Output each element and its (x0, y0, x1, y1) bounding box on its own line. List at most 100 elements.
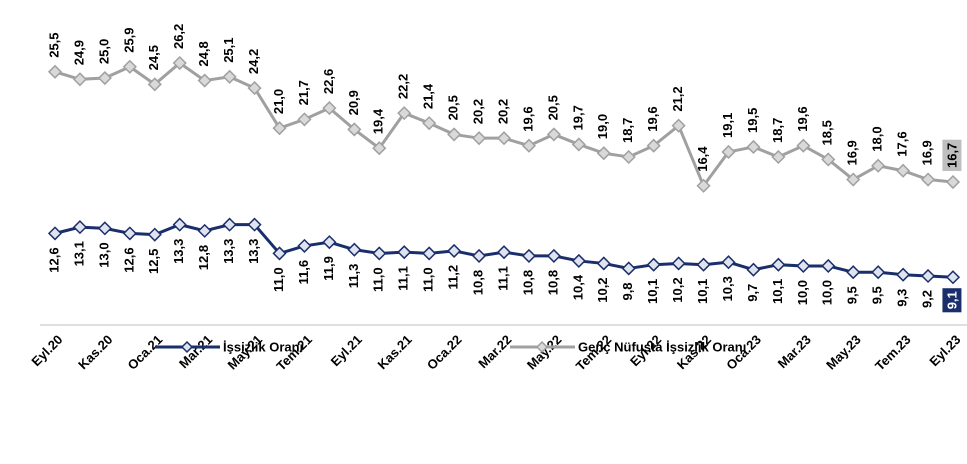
value-label-group: 25,9 (121, 27, 136, 52)
value-label: 9,5 (845, 286, 860, 304)
marker (696, 178, 711, 193)
value-label: 9,2 (919, 290, 934, 308)
value-label: 19,1 (720, 113, 735, 138)
marker (172, 55, 187, 71)
value-label: 25,0 (96, 39, 111, 64)
marker (247, 81, 262, 96)
marker (47, 64, 63, 79)
value-label: 9,3 (895, 289, 910, 307)
marker (122, 59, 137, 74)
value-label: 21,4 (421, 83, 436, 109)
value-label-group: 12,5 (146, 249, 161, 274)
value-label: 10,8 (470, 270, 485, 295)
value-label: 20,5 (446, 95, 461, 120)
value-label-group: 21,7 (296, 80, 311, 105)
value-label-group: 13,0 (96, 242, 111, 267)
value-label-group: 10,4 (570, 274, 585, 300)
value-label: 11,0 (271, 267, 286, 292)
marker (172, 217, 187, 232)
value-label-group: 9,5 (870, 286, 885, 304)
marker (222, 69, 237, 84)
marker (397, 106, 412, 121)
marker (347, 242, 362, 257)
marker (347, 122, 362, 137)
marker (671, 118, 686, 133)
marker (97, 70, 112, 86)
value-label: 12,6 (46, 247, 61, 272)
value-label-group: 16,9 (919, 140, 934, 165)
value-label: 9,7 (745, 284, 760, 302)
value-label: 16,9 (845, 140, 860, 165)
marker (447, 243, 462, 258)
value-label: 19,0 (595, 114, 610, 139)
marker (621, 261, 636, 276)
value-label: 11,1 (495, 266, 510, 291)
value-label: 19,7 (570, 105, 585, 130)
marker (945, 174, 961, 190)
marker (496, 245, 512, 260)
marker (197, 73, 212, 88)
marker (222, 217, 237, 232)
marker (297, 238, 312, 253)
value-label-group: 10,8 (520, 270, 535, 295)
value-label-group: 18,7 (620, 118, 635, 143)
value-label: 18,7 (620, 118, 635, 143)
marker (721, 144, 736, 160)
value-label-group: 11,0 (371, 267, 386, 292)
value-label-group: 25,0 (96, 39, 111, 64)
value-label: 16,7 (944, 143, 959, 168)
value-label: 25,5 (46, 32, 61, 57)
value-label-group: 19,0 (595, 114, 610, 139)
x-tick-label: Mar.23 (775, 332, 814, 371)
value-label: 10,1 (770, 279, 785, 304)
value-label-group: 25,1 (221, 37, 236, 62)
marker (596, 256, 611, 271)
marker (796, 258, 811, 274)
x-tick-label: Oca.22 (424, 332, 465, 373)
marker (422, 246, 437, 261)
value-label-group: 22,2 (396, 74, 411, 99)
x-tick-label: Mar.21 (176, 332, 215, 371)
value-label: 19,5 (745, 108, 760, 133)
value-label: 10,4 (570, 274, 585, 300)
marker (272, 246, 287, 261)
value-label-group: 12,6 (46, 247, 61, 272)
legend-label: Genç Nüfusta İşsizlik Oranı (578, 339, 746, 354)
marker (746, 262, 761, 277)
value-label: 11,6 (296, 260, 311, 285)
legend-marker (535, 340, 549, 354)
value-label-group: 21,0 (271, 89, 286, 114)
value-label: 9,5 (870, 286, 885, 304)
marker (447, 127, 462, 142)
value-label: 9,1 (944, 291, 959, 309)
x-tick-label: Mar.22 (475, 332, 514, 371)
value-label: 10,8 (545, 270, 560, 295)
value-label: 10,8 (520, 270, 535, 295)
value-label-group: 20,2 (495, 99, 510, 124)
value-label-group: 20,9 (346, 90, 361, 115)
value-label-group: 13,3 (246, 239, 261, 264)
marker (796, 138, 811, 153)
value-label: 20,2 (470, 99, 485, 124)
value-label: 20,5 (545, 95, 560, 120)
value-label: 17,6 (895, 131, 910, 156)
marker (920, 268, 936, 284)
value-label-group: 9,3 (895, 289, 910, 307)
value-label-group: 10,1 (645, 279, 660, 304)
marker (771, 257, 786, 272)
value-label-group: 20,2 (470, 99, 485, 124)
marker (247, 217, 262, 232)
value-label-group: 21,2 (670, 86, 685, 111)
marker (646, 257, 661, 272)
value-label-group: 12,6 (121, 247, 136, 272)
value-label-group: 19,1 (720, 113, 735, 138)
marker (272, 121, 287, 136)
value-label-group: 9,2 (919, 290, 934, 308)
value-label-group: 10,3 (720, 276, 735, 301)
marker (297, 112, 312, 127)
marker (571, 253, 586, 268)
value-label: 22,6 (321, 69, 336, 94)
x-tick-label: Kas.20 (75, 332, 115, 372)
marker (846, 172, 861, 187)
